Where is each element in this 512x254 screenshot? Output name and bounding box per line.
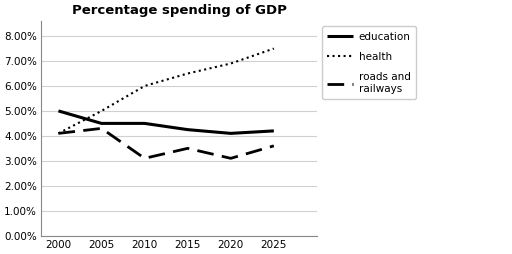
Title: Percentage spending of GDP: Percentage spending of GDP	[72, 4, 287, 17]
roads and
railways	[98, 127, 104, 130]
Line: health: health	[58, 49, 274, 133]
health	[98, 109, 104, 113]
education	[98, 122, 104, 125]
Line: education: education	[58, 111, 274, 133]
education	[185, 128, 191, 131]
education	[55, 109, 61, 113]
roads and
railways	[185, 147, 191, 150]
health	[55, 132, 61, 135]
health	[185, 72, 191, 75]
Legend: education, health, roads and
railways: education, health, roads and railways	[322, 26, 416, 99]
education	[228, 132, 234, 135]
roads and
railways	[228, 157, 234, 160]
roads and
railways	[271, 144, 277, 147]
education	[141, 122, 147, 125]
Line: roads and
railways: roads and railways	[58, 128, 274, 158]
health	[141, 84, 147, 87]
education	[271, 129, 277, 132]
roads and
railways	[141, 157, 147, 160]
health	[271, 47, 277, 50]
roads and
railways	[55, 132, 61, 135]
health	[228, 62, 234, 65]
